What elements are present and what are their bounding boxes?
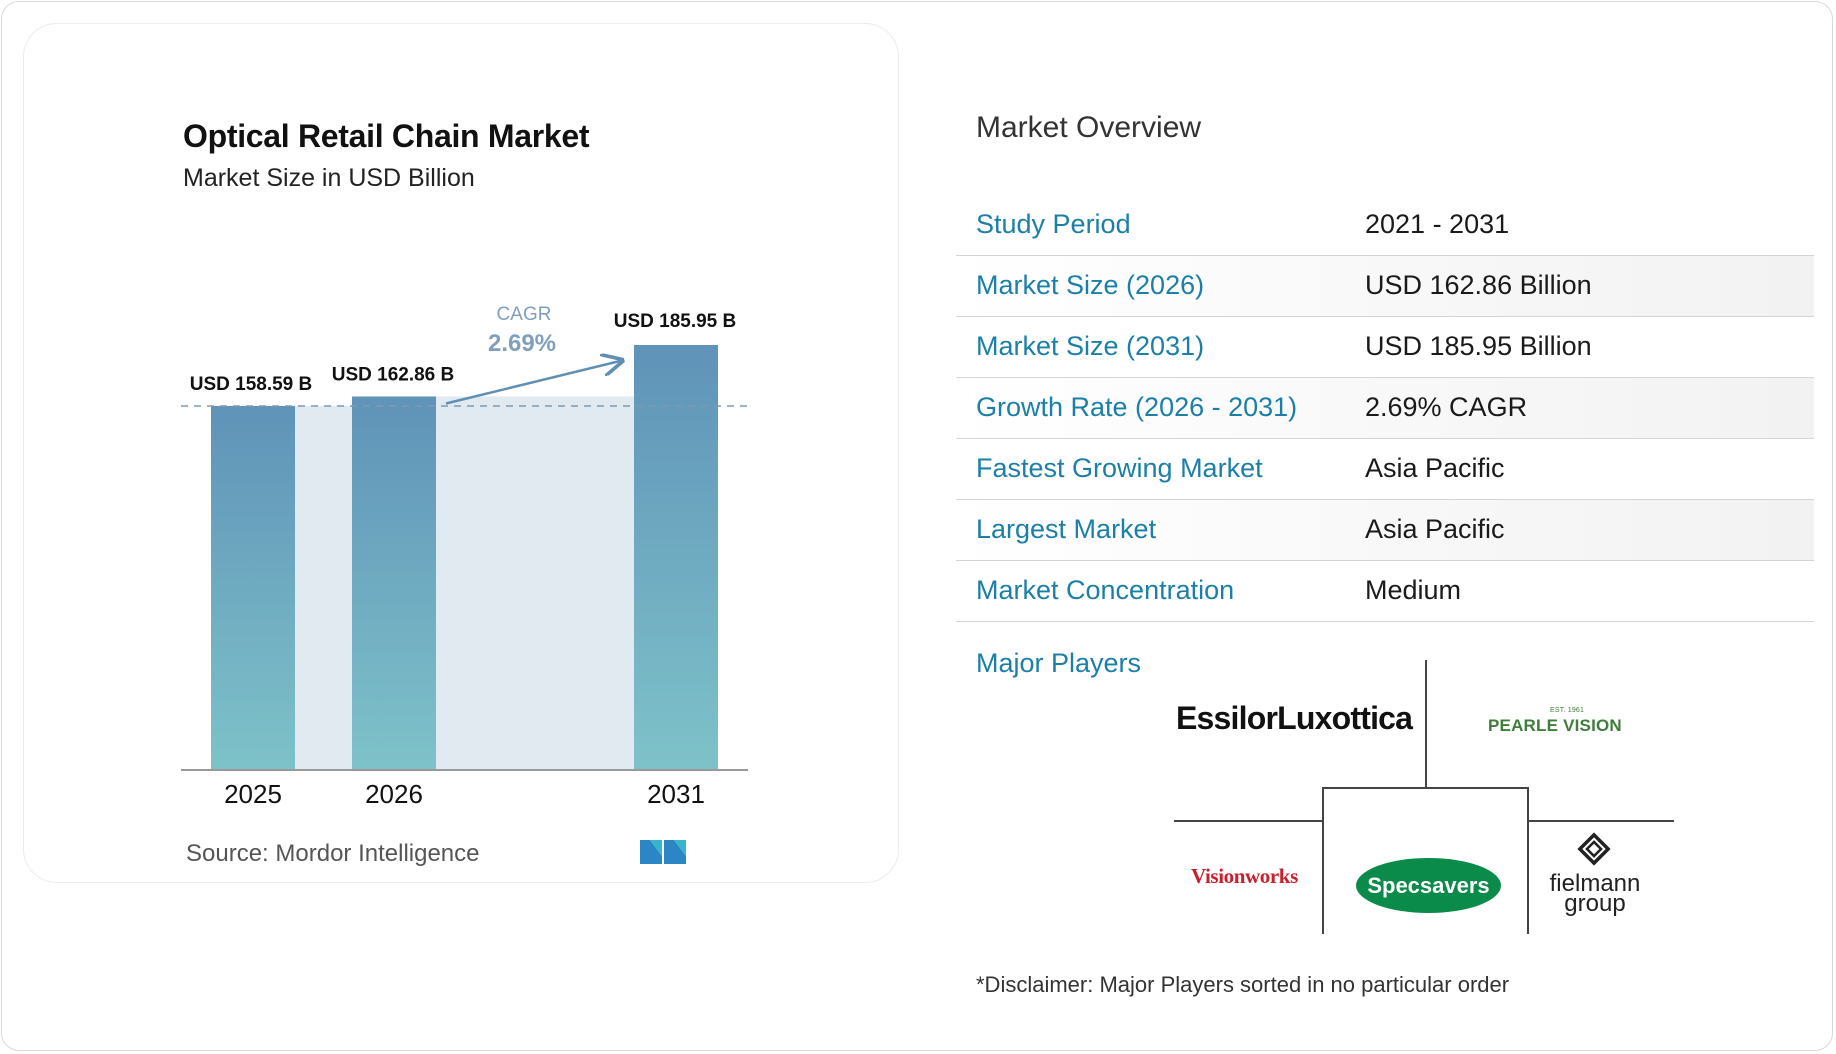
cagr-value: 2.69%	[488, 330, 556, 357]
chart-title: Optical Retail Chain Market	[183, 118, 590, 154]
overview-row-market-size-2031: Market Size (2031) USD 185.95 Billion	[956, 317, 1814, 378]
row-value: Medium	[1365, 575, 1462, 605]
cagr-arrow	[445, 361, 620, 405]
players-grid-line	[1322, 787, 1529, 789]
row-label: Largest Market	[976, 514, 1157, 544]
row-label: Market Size (2031)	[976, 331, 1205, 361]
tick-labels: 2025 2026 2031	[224, 779, 705, 809]
players-grid-line	[1322, 787, 1324, 934]
row-label: Growth Rate (2026 - 2031)	[976, 392, 1298, 422]
value-labels: USD 158.59 B USD 162.86 B USD 185.95 B	[190, 311, 737, 395]
essilorluxottica-logo: EssilorLuxottica	[1176, 700, 1413, 736]
pearle-vision-logo: EST. 1961 PEARLE VISION	[1488, 707, 1622, 736]
overview-row-study-period: Study Period 2021 - 2031	[956, 195, 1814, 256]
overview-row-market-size-2026: Market Size (2026) USD 162.86 Billion	[956, 256, 1814, 317]
tick-label-2031: 2031	[647, 779, 705, 809]
major-players-label: Major Players	[976, 648, 1142, 678]
fielmann-mark-icon	[1577, 832, 1611, 866]
source-note: Source: Mordor Intelligence	[186, 840, 480, 868]
source-label: Source:	[186, 840, 269, 867]
bar-2031	[634, 345, 718, 769]
mordor-logo-icon	[640, 840, 686, 864]
fielmann-wordmark-1: fielmann	[1549, 870, 1641, 897]
chart-band	[436, 396, 634, 769]
specsavers-logo: Specsavers	[1356, 858, 1501, 913]
cagr-label: CAGR	[497, 304, 552, 325]
value-label-2026: USD 162.86 B	[332, 364, 455, 385]
chart-band	[295, 406, 352, 769]
players-grid-line	[1425, 660, 1427, 788]
players-grid-line	[1527, 787, 1529, 934]
chart-bands	[295, 396, 634, 769]
overview-row-concentration: Market Concentration Medium	[956, 561, 1814, 622]
visionworks-logo: Visionworks	[1191, 864, 1298, 888]
disclaimer: *Disclaimer: Major Players sorted in no …	[976, 972, 1510, 997]
overview-row-largest-market: Largest Market Asia Pacific	[956, 500, 1814, 561]
row-value: Asia Pacific	[1365, 514, 1505, 544]
overview-title: Market Overview	[976, 111, 1202, 144]
fielmann-wordmark-2: group	[1564, 890, 1626, 917]
players-grid-line	[1174, 820, 1324, 822]
chart-bars	[211, 345, 718, 769]
source-name: Mordor Intelligence	[275, 840, 480, 867]
chart-subtitle: Market Size in USD Billion	[183, 164, 475, 192]
tick-label-2026: 2026	[365, 779, 423, 809]
fielmann-logo: fielmann group	[1540, 830, 1650, 917]
row-value: 2021 - 2031	[1365, 209, 1510, 239]
row-value: Asia Pacific	[1365, 453, 1505, 483]
overview-row-fastest-growing: Fastest Growing Market Asia Pacific	[956, 439, 1814, 500]
row-label: Market Size (2026)	[976, 270, 1205, 300]
overview-row-growth-rate: Growth Rate (2026 - 2031) 2.69% CAGR	[956, 378, 1814, 439]
value-label-2025: USD 158.59 B	[190, 374, 313, 395]
bar-2026	[352, 396, 436, 769]
overview-table: Study Period 2021 - 2031 Market Size (20…	[956, 195, 1814, 622]
row-value: 2.69% CAGR	[1365, 392, 1528, 422]
pearle-vision-tag: EST. 1961	[1550, 707, 1585, 714]
bar-2025	[211, 406, 295, 769]
value-label-2031: USD 185.95 B	[614, 311, 737, 332]
pearle-vision-wordmark: PEARLE VISION	[1488, 716, 1622, 735]
row-label: Study Period	[976, 209, 1131, 239]
row-value: USD 162.86 Billion	[1365, 270, 1592, 300]
tick-label-2025: 2025	[224, 779, 282, 809]
row-label: Fastest Growing Market	[976, 453, 1263, 483]
row-label: Market Concentration	[976, 575, 1235, 605]
players-grid-line	[1527, 820, 1674, 822]
row-value: USD 185.95 Billion	[1365, 331, 1592, 361]
